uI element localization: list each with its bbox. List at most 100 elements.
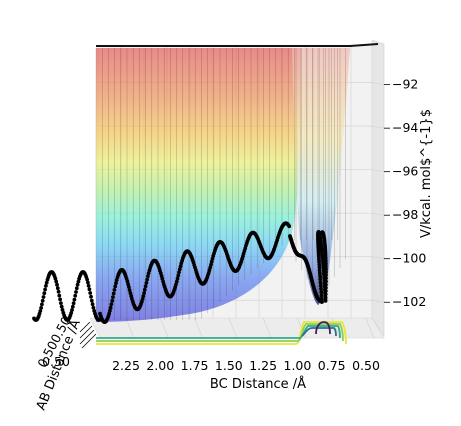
x-gridline [125, 317, 135, 339]
x-gridline [194, 317, 203, 339]
trajectory-point [324, 279, 328, 284]
trajectory-point [177, 270, 181, 275]
trajectory-point [142, 287, 147, 292]
trajectory-point [323, 299, 328, 303]
trajectory-point [127, 288, 132, 292]
trajectory-point [324, 261, 328, 266]
x-gridline [262, 317, 272, 339]
trajectory-point [318, 277, 323, 282]
y-axis-tick-cluster [79, 321, 97, 349]
contour-line [96, 325, 341, 339]
trajectory-point [86, 280, 90, 285]
energy-surface [95, 43, 379, 322]
trajectory-point [57, 293, 62, 298]
z-axis: −92 −94 −96 −98 −100 −102 [384, 77, 426, 309]
trajectory-point [91, 305, 96, 310]
trajectory-point [318, 274, 322, 279]
trajectory-point [59, 301, 63, 305]
surface-well-sheet [292, 48, 350, 305]
trajectory-point [107, 311, 111, 316]
trajectory-point [146, 271, 151, 276]
trajectory-point [70, 304, 75, 309]
trajectory-point [111, 295, 115, 299]
y-tick-label: 0.50 [42, 354, 70, 369]
trajectory-point [70, 308, 74, 312]
trajectory-point [287, 224, 292, 229]
trajectory-point [324, 270, 328, 275]
contour-line [301, 327, 337, 337]
trajectory-point [323, 292, 328, 297]
trajectory-point [145, 277, 150, 282]
trajectory-point [74, 286, 79, 291]
trajectory-point [71, 301, 76, 306]
trajectory-point [41, 295, 46, 299]
trajectory-point [209, 259, 214, 264]
trajectory-point [86, 283, 91, 288]
contour-line [96, 321, 347, 345]
trajectory-point [43, 287, 47, 292]
trajectory-point [85, 277, 89, 282]
x-gridline [228, 317, 238, 339]
surface-main-sheet [96, 48, 300, 322]
trajectory-point [175, 276, 180, 281]
trajectory-point [109, 302, 114, 307]
contour-projection [96, 321, 347, 345]
trajectory-point [89, 298, 94, 303]
x-axis-label: BC Distance /Å [210, 376, 306, 392]
trajectory-point [42, 291, 47, 296]
trajectory-point [174, 282, 178, 287]
trajectory-point [108, 305, 113, 310]
trajectory-point [72, 297, 77, 302]
trajectory-point [69, 311, 74, 315]
trajectory-point [44, 280, 49, 285]
z-gridline [371, 125, 385, 129]
z-axis-label: V/kcal. mol$^{-1}$ [419, 109, 434, 238]
x-tick-label: 2.00 [146, 358, 174, 373]
trajectory-point [146, 274, 150, 279]
x-gridline [159, 317, 169, 339]
trajectory-point [73, 293, 78, 298]
trajectory-point [128, 291, 133, 295]
z-gridline [371, 212, 385, 216]
trajectory-point [319, 290, 324, 294]
trajectory-point [324, 282, 328, 287]
trajectory-point [56, 289, 61, 294]
trajectory-point [40, 302, 44, 307]
z-gridline [371, 82, 385, 85]
trajectory-point [323, 289, 328, 293]
x-tick-label: 1.25 [249, 358, 277, 373]
trajectory-point [319, 287, 323, 291]
z-gridline [371, 169, 385, 173]
trajectory-point [319, 293, 324, 298]
right-pane [371, 39, 385, 337]
z-tick-label: −94 [392, 120, 418, 135]
z-tick-label: −98 [392, 207, 418, 222]
x-tick-label: 1.75 [181, 358, 209, 373]
trajectory-point [88, 291, 93, 295]
x-tick-label: 1.50 [215, 358, 243, 373]
z-tick-label: −92 [392, 77, 418, 92]
z-gridline [371, 299, 385, 303]
trajectory-point [44, 284, 48, 288]
trajectory-point [142, 291, 147, 295]
trajectory-point [87, 287, 92, 292]
trajectory-point [317, 262, 322, 267]
trajectory-point [143, 284, 148, 289]
contour-line [315, 321, 331, 335]
trajectory-point [324, 264, 328, 269]
trajectory-point [60, 308, 65, 312]
trajectory-point [89, 294, 93, 299]
trajectory-point [126, 285, 131, 289]
trajectory-point [317, 268, 322, 273]
trajectory-point [320, 230, 325, 235]
trajectory-series [32, 221, 328, 324]
trajectory-point [177, 267, 182, 272]
x-axis: 2.25 2.00 1.75 1.50 1.25 1.00 0.75 0.50 [112, 358, 380, 373]
trajectory-point [140, 297, 145, 301]
trajectory-point [110, 298, 115, 303]
trajectory-point [111, 291, 116, 296]
trajectory-point [112, 288, 117, 292]
trajectory-point [323, 259, 328, 263]
trajectory-point [59, 304, 64, 309]
trajectory-point [319, 296, 324, 301]
